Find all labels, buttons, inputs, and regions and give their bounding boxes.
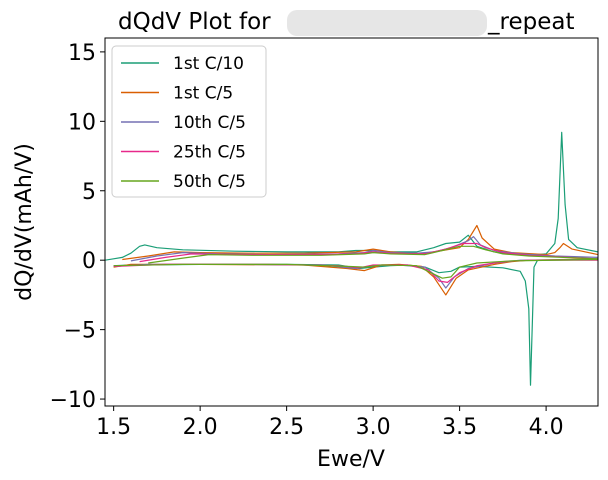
series-line-2-charge bbox=[122, 224, 598, 261]
redacted-title-segment bbox=[287, 10, 487, 36]
x-axis: 1.5 2.0 2.5 3.0 3.5 4.0 bbox=[96, 406, 564, 440]
series-line-5-discharge bbox=[113, 258, 598, 279]
series-group bbox=[105, 131, 598, 386]
legend-box bbox=[111, 45, 267, 198]
series-line-3-charge bbox=[130, 236, 598, 262]
y-tick-label: −10 bbox=[50, 388, 96, 413]
y-tick-label: 15 bbox=[68, 41, 96, 66]
series-line-1-charge bbox=[105, 131, 598, 261]
series-line-5-charge bbox=[148, 245, 598, 264]
series-line-1-discharge bbox=[113, 258, 598, 386]
plot-frame bbox=[104, 37, 599, 407]
x-tick-label: 2.0 bbox=[183, 415, 218, 440]
y-tick-label: 0 bbox=[82, 249, 96, 274]
y-tick-label: −5 bbox=[64, 319, 96, 344]
x-axis-label: Ewe/V bbox=[317, 447, 385, 472]
plot-area bbox=[104, 37, 599, 407]
chart-title-left: dQdV Plot for bbox=[118, 9, 271, 35]
y-tick-label: 10 bbox=[68, 110, 96, 135]
y-axis: 15 10 5 0 −5 −10 bbox=[50, 41, 105, 413]
legend-label: 10th C/5 bbox=[173, 113, 246, 133]
y-tick-label: 5 bbox=[82, 180, 96, 205]
y-axis-label: dQ/dV(mAh/V) bbox=[12, 143, 37, 301]
series-line-4-discharge bbox=[113, 259, 598, 283]
x-tick-label: 3.0 bbox=[356, 415, 391, 440]
x-tick-label: 4.0 bbox=[529, 415, 564, 440]
x-tick-label: 3.5 bbox=[442, 415, 477, 440]
legend: 1st C/10 1st C/5 10th C/5 25th C/5 50th C/5 bbox=[111, 45, 267, 198]
legend-label: 50th C/5 bbox=[173, 172, 246, 192]
x-tick-label: 2.5 bbox=[269, 415, 304, 440]
x-tick-label: 1.5 bbox=[96, 415, 131, 440]
chart-title-right: _repeat bbox=[487, 9, 574, 35]
legend-label: 1st C/5 bbox=[173, 84, 233, 104]
legend-label: 1st C/10 bbox=[173, 54, 244, 74]
legend-label: 25th C/5 bbox=[173, 143, 246, 163]
